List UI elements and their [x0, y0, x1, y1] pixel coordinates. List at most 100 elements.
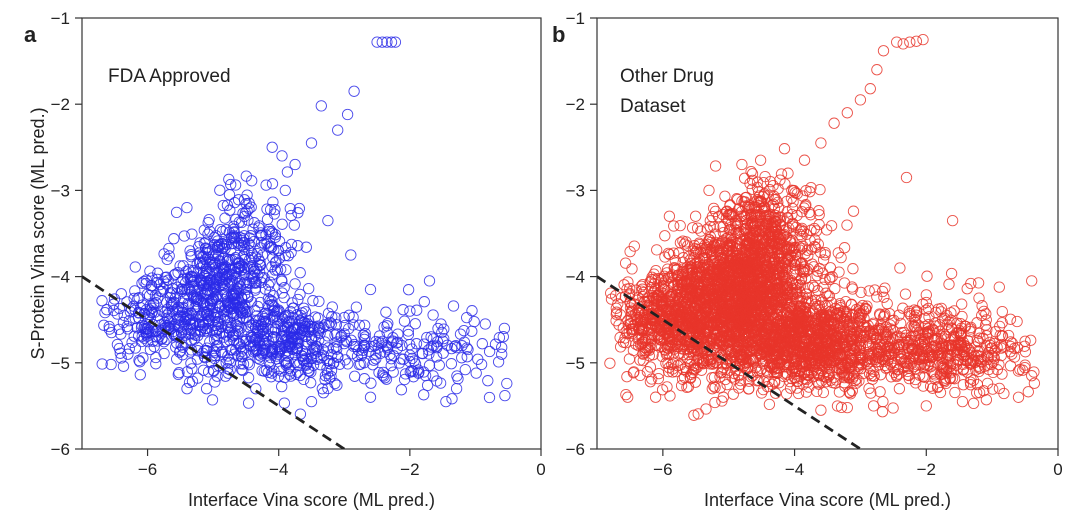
y-tick-label: −6 [566, 440, 585, 459]
data-point [715, 367, 727, 379]
data-point [226, 343, 238, 356]
data-point [129, 285, 141, 297]
data-point [974, 332, 986, 344]
data-point [774, 174, 786, 186]
data-point [222, 311, 234, 323]
data-point [218, 331, 230, 343]
data-point [305, 320, 317, 333]
data-point [838, 277, 851, 289]
data-point [735, 210, 747, 222]
data-point [173, 321, 185, 333]
data-point [171, 353, 183, 365]
data-point [172, 266, 184, 279]
data-point [496, 348, 508, 360]
data-point [751, 176, 764, 188]
data-point [237, 364, 249, 377]
data-point [735, 225, 747, 238]
data-point [630, 311, 643, 323]
data-point [984, 336, 996, 349]
data-point [704, 231, 717, 243]
data-point [674, 237, 687, 249]
data-point [772, 196, 784, 209]
data-point [276, 380, 288, 393]
data-point [817, 254, 830, 266]
data-point [794, 228, 806, 241]
data-point [971, 334, 983, 347]
data-point [292, 240, 304, 252]
data-point [423, 359, 436, 372]
data-point [209, 319, 222, 332]
data-point [209, 311, 221, 324]
data-point [280, 264, 292, 276]
data-point [220, 273, 233, 285]
data-point [294, 357, 306, 369]
data-point [235, 346, 247, 358]
data-point [266, 367, 278, 379]
data-point [226, 254, 238, 266]
data-point [282, 356, 294, 368]
data-point [222, 279, 234, 291]
data-point [260, 179, 272, 191]
data-point [662, 365, 675, 378]
panel-letter: a [24, 22, 37, 47]
data-point [817, 344, 830, 357]
data-point [874, 386, 886, 398]
data-point [716, 251, 728, 264]
data-point [450, 382, 463, 395]
data-point [644, 376, 657, 388]
data-point [688, 364, 700, 376]
data-point [404, 338, 416, 351]
data-point [174, 310, 186, 322]
data-point [364, 391, 377, 403]
data-point [406, 352, 418, 365]
data-point [397, 304, 409, 316]
data-point [1008, 342, 1021, 355]
data-point [751, 181, 764, 194]
data-point [368, 354, 380, 366]
data-point [133, 307, 145, 319]
data-point [956, 310, 968, 323]
data-point [273, 235, 286, 248]
data-point [817, 386, 830, 399]
data-point [252, 323, 264, 335]
data-point [459, 363, 471, 376]
data-point [667, 347, 680, 359]
data-point [844, 388, 857, 400]
data-point [355, 349, 368, 362]
data-point [367, 359, 379, 371]
data-point [177, 301, 189, 314]
data-point [798, 202, 810, 214]
data-point [117, 316, 130, 329]
data-point [387, 366, 399, 378]
data-point [266, 227, 279, 239]
data-point [820, 287, 832, 299]
x-axis-label: Interface Vina score (ML pred.) [188, 490, 435, 510]
data-point [395, 384, 408, 396]
data-point [801, 332, 813, 344]
data-point [412, 364, 424, 376]
data-point [190, 290, 203, 302]
data-point [170, 304, 182, 316]
data-point [391, 337, 403, 349]
data-point [242, 372, 255, 384]
data-point [404, 305, 416, 317]
data-point [380, 373, 393, 385]
data-point [812, 238, 824, 250]
data-point [470, 367, 482, 379]
data-point [376, 36, 388, 48]
data-point [847, 205, 860, 217]
data-point [638, 336, 650, 348]
data-point [370, 348, 382, 360]
data-point [158, 248, 170, 260]
data-point [908, 304, 920, 316]
data-point [717, 226, 730, 239]
data-point [734, 374, 747, 387]
data-point [857, 305, 870, 317]
data-point [664, 341, 677, 353]
data-point [382, 317, 394, 330]
data-point [178, 230, 190, 242]
data-point [686, 222, 699, 234]
data-point [138, 320, 151, 333]
data-point [294, 288, 306, 301]
data-point [144, 304, 156, 316]
